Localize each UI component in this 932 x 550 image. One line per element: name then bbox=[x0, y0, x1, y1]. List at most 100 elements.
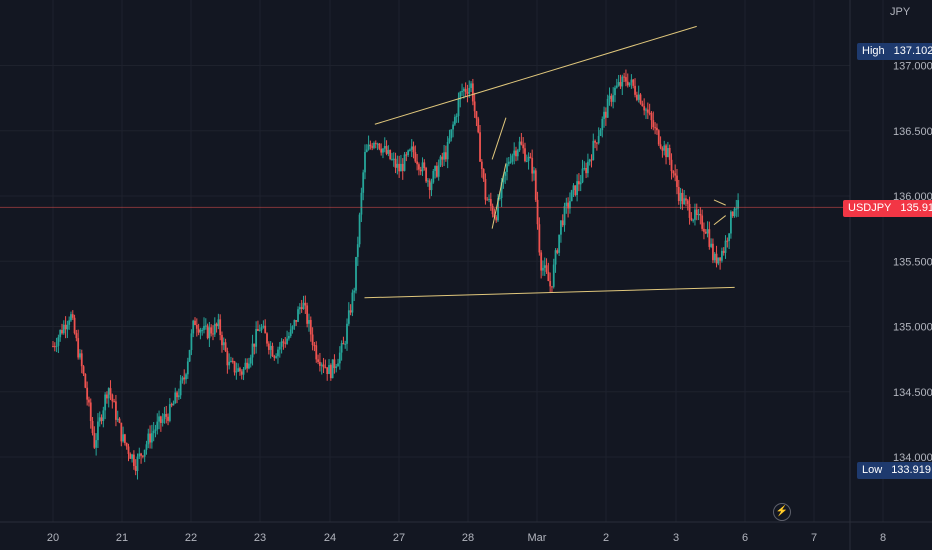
candle-body bbox=[567, 202, 570, 209]
candle-body bbox=[380, 148, 383, 153]
candle-body bbox=[632, 79, 635, 86]
symbol-label: USDJPY bbox=[848, 202, 892, 214]
candle-body bbox=[248, 363, 250, 369]
candle-body bbox=[542, 267, 544, 271]
candle-body bbox=[324, 367, 327, 369]
candle-body bbox=[255, 328, 258, 347]
candle-body bbox=[347, 310, 350, 324]
candle-body bbox=[194, 320, 196, 326]
candle-body bbox=[488, 198, 490, 200]
candle-body bbox=[401, 163, 404, 171]
candle-body bbox=[502, 175, 505, 183]
candle-body bbox=[95, 440, 98, 448]
candle-body bbox=[491, 205, 494, 215]
candle-body bbox=[534, 170, 537, 200]
candle-body bbox=[80, 353, 83, 367]
candle-body bbox=[351, 292, 354, 313]
candle-body bbox=[677, 186, 680, 202]
y-tick-label: 134.500 bbox=[893, 387, 932, 399]
current-price-value: 135.913 bbox=[896, 200, 932, 217]
candle-body bbox=[513, 150, 516, 156]
lightning-icon[interactable]: ⚡ bbox=[773, 503, 791, 521]
candle-body bbox=[59, 330, 62, 338]
candle-body bbox=[623, 76, 626, 78]
candle-body bbox=[450, 129, 453, 139]
candle-body bbox=[480, 161, 483, 170]
candle-body bbox=[650, 113, 653, 121]
candle-body bbox=[619, 82, 622, 87]
candle-body bbox=[518, 141, 521, 151]
candle-body bbox=[322, 364, 325, 368]
candle-body bbox=[588, 159, 591, 162]
candle-body bbox=[527, 156, 530, 161]
candle-body bbox=[410, 146, 413, 150]
candle-body bbox=[215, 323, 218, 327]
candle-body bbox=[344, 343, 347, 345]
high-price-badge: High 137.102 bbox=[857, 43, 932, 60]
candle-body bbox=[170, 404, 173, 406]
candle-body bbox=[672, 171, 675, 174]
current-price-badge: USDJPY 135.913 bbox=[843, 200, 932, 217]
candle-body bbox=[333, 359, 336, 369]
candle-body bbox=[335, 366, 338, 369]
candle-body bbox=[581, 168, 584, 183]
candle-body bbox=[434, 166, 436, 171]
candle-body bbox=[617, 82, 620, 86]
trendline bbox=[374, 25, 697, 125]
candle-body bbox=[708, 229, 711, 247]
candle-body bbox=[253, 343, 256, 347]
candle-body bbox=[414, 152, 417, 162]
candle-body bbox=[719, 257, 722, 261]
candle-body bbox=[448, 138, 451, 142]
candle-body bbox=[569, 201, 571, 209]
candle-body bbox=[554, 250, 557, 265]
candle-body bbox=[356, 244, 359, 257]
high-value: 137.102 bbox=[889, 43, 932, 60]
candle-body bbox=[608, 95, 611, 99]
candle-body bbox=[140, 453, 142, 456]
candle-body bbox=[425, 167, 428, 182]
candle-body bbox=[473, 101, 476, 112]
candle-body bbox=[57, 337, 60, 346]
candle-body bbox=[306, 305, 309, 324]
candle-body bbox=[430, 182, 433, 191]
candle-body bbox=[125, 443, 128, 447]
candle-body bbox=[549, 281, 552, 287]
candle-body bbox=[369, 144, 372, 147]
candle-body bbox=[421, 162, 424, 172]
candle-body bbox=[55, 345, 58, 347]
candle-body bbox=[668, 147, 671, 160]
candle-body bbox=[349, 310, 352, 313]
candle-body bbox=[706, 229, 709, 234]
candle-body bbox=[538, 224, 541, 253]
candle-body bbox=[423, 162, 426, 168]
candle-body bbox=[462, 88, 465, 91]
candle-body bbox=[213, 323, 216, 335]
candle-body bbox=[111, 394, 114, 402]
trendline bbox=[713, 199, 726, 206]
candle-body bbox=[606, 98, 609, 118]
candle-body bbox=[62, 324, 65, 334]
candle-body bbox=[394, 158, 397, 168]
x-tick-label: Mar bbox=[528, 532, 547, 544]
candle-body bbox=[152, 430, 155, 434]
candle-body bbox=[704, 231, 707, 234]
candle-body bbox=[84, 373, 87, 388]
candle-body bbox=[113, 401, 116, 403]
candle-body bbox=[717, 257, 720, 264]
candle-body bbox=[264, 325, 267, 334]
candle-body bbox=[221, 335, 223, 346]
candle-body bbox=[676, 175, 678, 187]
candle-body bbox=[405, 154, 408, 156]
candle-body bbox=[464, 88, 467, 92]
candle-body bbox=[143, 449, 146, 457]
candle-body bbox=[154, 429, 157, 431]
candle-body bbox=[222, 342, 225, 346]
candle-body bbox=[269, 345, 272, 350]
candle-body bbox=[329, 365, 332, 379]
candle-body bbox=[188, 350, 191, 362]
candle-body bbox=[452, 124, 454, 130]
candle-body bbox=[161, 419, 164, 423]
candle-body bbox=[183, 377, 186, 380]
